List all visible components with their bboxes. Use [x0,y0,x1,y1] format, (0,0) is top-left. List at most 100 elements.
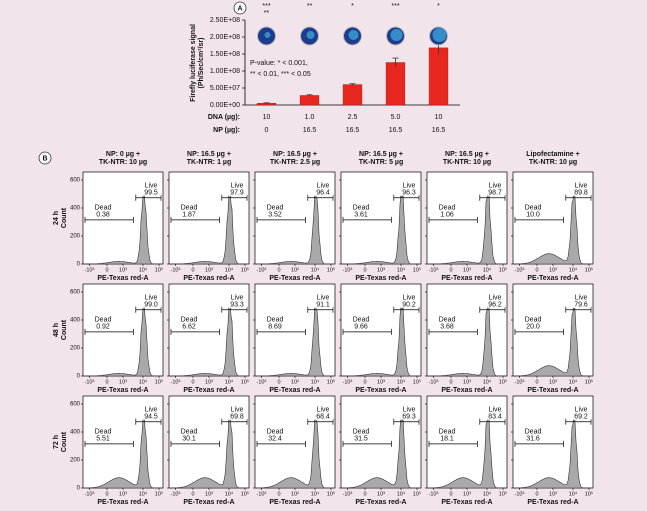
x-tick-label: 10⁵ [155,490,163,497]
live-value: 96.4 [316,190,330,197]
row-label: 24 h [53,211,60,225]
x-tick-label: -10³ [429,267,439,273]
row-label: NP (µg): [213,127,240,134]
x-tick-label: 10⁴ [225,490,234,497]
gate-name: Dead [525,429,542,436]
error-bar [349,83,356,86]
y-tick-label: 600 [70,178,81,184]
x-tick-label: 10⁵ [155,378,163,385]
live-value: 83.4 [488,414,502,421]
dead-gate [256,440,306,447]
live-value: 69.3 [402,414,416,421]
significance: *** [391,3,399,10]
histogram [255,299,335,377]
x-axis-title: PE-Texas red-A [97,275,148,282]
x-tick-label: 10⁴ [311,378,320,385]
x-tick-label: 10⁴ [483,378,492,385]
dead-value: 6.62 [182,324,196,331]
dead-gate [428,328,478,335]
gate-name: Live [489,295,502,302]
gate-name: Live [145,183,158,190]
x-axis-title: PE-Texas red-A [97,387,148,394]
x-tick-label: 10³ [377,491,385,497]
x-tick-label: 10⁵ [585,378,593,385]
x-tick-label: 10³ [377,267,385,273]
x-axis-title: PE-Texas red-A [183,275,234,282]
gate-box [435,426,459,442]
gate-name: Live [489,407,502,414]
histogram [513,297,593,377]
error-bar [263,102,270,104]
panel-label: A [237,5,242,12]
dead-gate [170,440,220,447]
x-axis-title: PE-Texas red-A [527,499,578,506]
x-tick-label: 10⁵ [241,266,249,273]
y-tick-label: 2.50E+08 [210,17,240,24]
x-tick-label: 10⁵ [327,378,335,385]
gate-name: Live [403,295,416,302]
gate-name: Dead [267,317,284,324]
x-tick-label: 10⁴ [397,266,406,273]
x-tick-label: 2.5 [348,114,358,121]
x-tick-label: 10³ [377,379,385,385]
dead-value: 8.69 [268,324,282,331]
y-tick-label: 0 [77,262,81,268]
y-tick-label: 5.00E+07 [210,85,240,92]
x-axis-title: PE-Texas red-A [183,387,234,394]
x-tick-label: 10⁵ [413,266,421,273]
gate-name: Dead [95,429,112,436]
error-bar [392,57,399,67]
x-tick-label: -10³ [171,267,181,273]
gate-box [521,426,545,442]
column-title: TK-NTR: 10 µg [529,159,577,166]
y-tick-label: 400 [70,206,81,212]
gate-box [313,292,333,308]
dead-value: 5.51 [96,436,110,443]
dead-value: 10.0 [526,212,540,219]
y-axis-title: Count [61,319,68,340]
gate-box [177,202,201,218]
panel-badge [38,151,52,165]
x-tick-label: 10³ [119,267,127,273]
panel-label: B [42,155,47,162]
gate-name: Dead [525,317,542,324]
column-title: TK-NTR: 5 µg [359,159,403,166]
x-tick-label: 1.0 [305,114,315,121]
dead-value: 1.87 [182,212,196,219]
histogram [83,184,163,265]
gate-name: Live [317,295,330,302]
histogram [169,189,249,265]
significance: ** [307,3,313,10]
dead-gate [256,328,306,335]
live-value: 99.5 [144,190,158,197]
dead-gate [84,440,134,447]
y-axis-title: Firefly luciferase signal [190,24,197,102]
gate-name: Live [231,407,244,414]
x-tick-label: 0 [363,267,366,273]
column-title: Lipofectamine + [526,151,579,158]
x-tick-label: -10³ [343,491,353,497]
dead-gate [428,216,478,223]
gate-name: Dead [95,317,112,324]
gate-name: Live [403,183,416,190]
x-tick-label: 10³ [291,379,299,385]
gate-name: Dead [439,205,456,212]
gate-box [485,180,505,196]
live-value: 79.6 [574,302,588,309]
x-tick-label: 10⁴ [569,378,578,385]
dead-gate [428,440,478,447]
y-tick-label: 400 [70,430,81,436]
x-tick-label: 10 [263,114,271,121]
x-tick-label: -10³ [257,267,267,273]
x-tick-label: -10³ [515,267,525,273]
y-tick-label: 400 [70,318,81,324]
np-label: 16.5 [303,127,317,134]
dead-value: 3.61 [354,212,368,219]
y-tick-label: 600 [70,402,81,408]
x-tick-label: -10³ [429,491,439,497]
x-tick-label: 10⁴ [397,378,406,385]
gate-box [349,426,373,442]
gate-name: Dead [181,205,198,212]
gate-name: Dead [353,317,370,324]
y-tick-label: 200 [70,458,81,464]
